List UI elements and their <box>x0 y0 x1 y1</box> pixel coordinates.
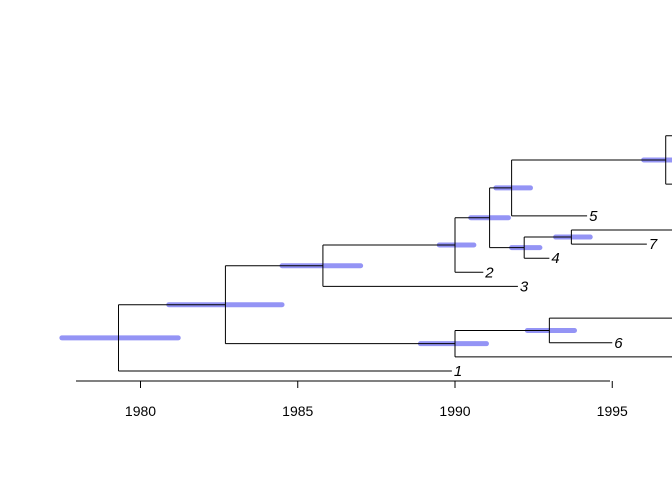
tree-branches <box>117 135 672 372</box>
x-tick-label: 1995 <box>597 403 628 419</box>
x-tick-label: 1985 <box>282 403 313 419</box>
tip-label: 4 <box>551 250 559 267</box>
x-axis: 1980198519901995200020052010 <box>76 380 628 419</box>
x-tick-label: 1980 <box>125 403 156 419</box>
tip-label: 2 <box>484 264 494 281</box>
hpd-bars <box>59 157 672 347</box>
tip-label: 6 <box>614 335 623 352</box>
tip-label: 3 <box>520 278 529 295</box>
x-tick-label: 1990 <box>439 403 470 419</box>
tip-label: 7 <box>649 236 658 253</box>
tip-label: 1 <box>454 363 462 380</box>
tip-labels: 212017161918141211597423151310681 <box>454 208 658 380</box>
tip-label: 5 <box>589 208 598 225</box>
